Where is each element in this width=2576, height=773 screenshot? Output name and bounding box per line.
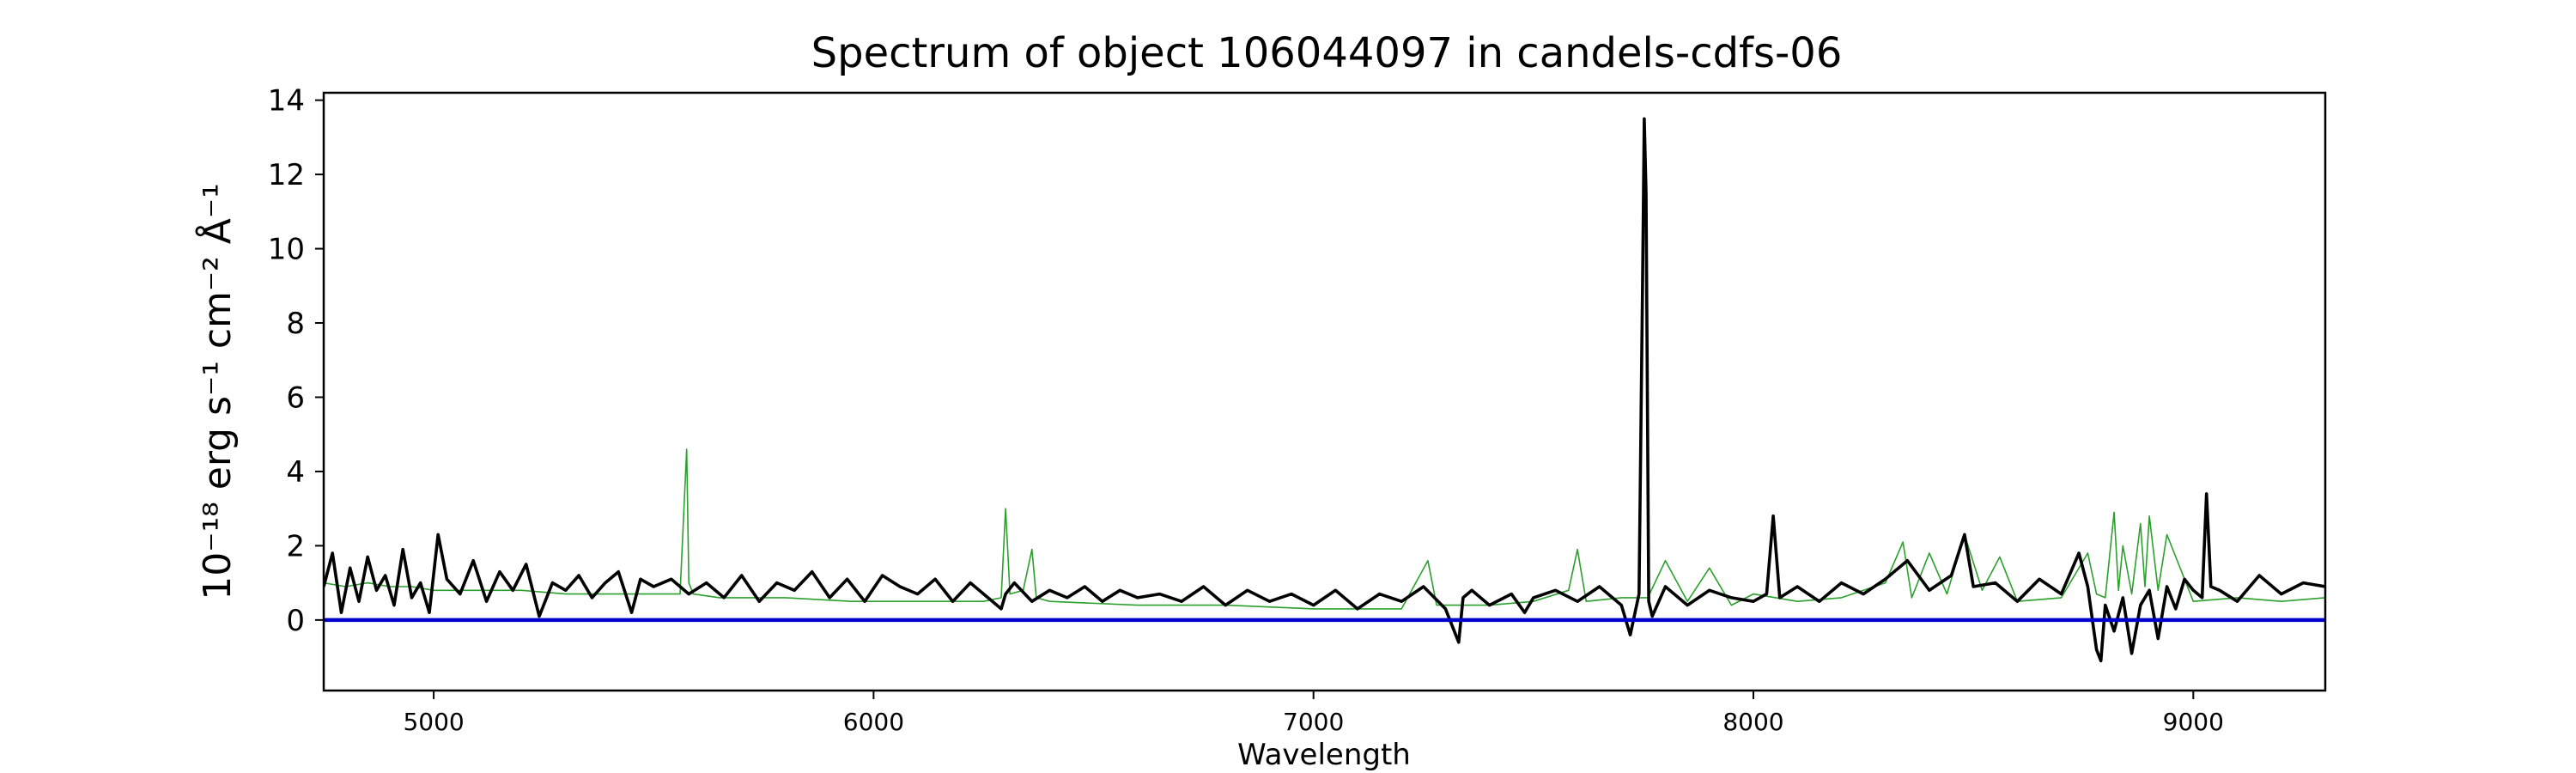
plot-area — [322, 91, 2327, 692]
series-layer — [324, 117, 2325, 663]
x-tick-label: 8000 — [1722, 708, 1783, 736]
x-axis-label: Wavelength — [1237, 738, 1411, 772]
series-model-line — [324, 448, 2325, 610]
x-tick-label: 6000 — [843, 708, 904, 736]
y-axis: 0 2 4 6 8 10 12 14 — [268, 84, 324, 638]
y-tick-label: 4 — [286, 455, 305, 490]
chart-title: Spectrum of object 106044097 in candels-… — [811, 29, 1843, 77]
y-tick-label: 14 — [268, 84, 305, 119]
y-axis-label: 10⁻¹⁸ erg s⁻¹ cm⁻² Å⁻¹ — [194, 183, 240, 600]
series-flux-line — [324, 117, 2325, 663]
x-axis: 5000 6000 7000 8000 9000 — [403, 691, 2224, 736]
y-tick-label: 2 — [286, 529, 305, 563]
x-tick-label: 9000 — [2163, 708, 2224, 736]
y-tick-label: 6 — [286, 380, 305, 415]
y-tick-label: 10 — [268, 233, 305, 267]
y-tick-label: 12 — [268, 158, 305, 192]
plot-frame — [322, 91, 2327, 692]
x-tick-label: 5000 — [403, 708, 464, 736]
y-tick-label: 0 — [286, 604, 305, 638]
x-tick-label: 7000 — [1283, 708, 1344, 736]
y-tick-label: 8 — [286, 307, 305, 341]
